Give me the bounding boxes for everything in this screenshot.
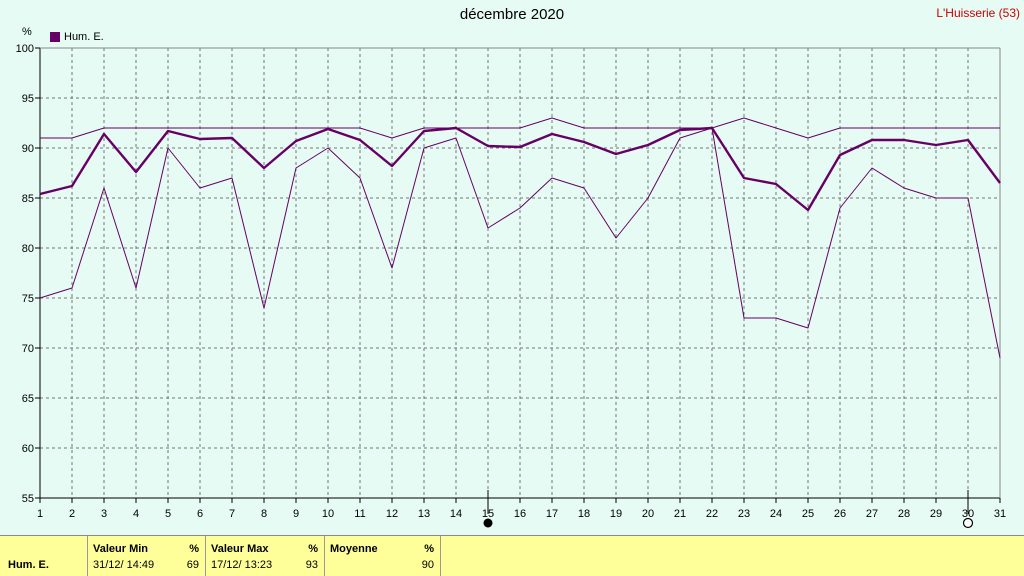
x-tick-label: 21	[674, 508, 686, 520]
x-tick-label: 9	[293, 508, 299, 520]
y-tick-label: 85	[22, 193, 34, 205]
x-tick-label: 11	[354, 508, 365, 520]
series-line-3	[39, 127, 1001, 359]
max-unit: %	[308, 543, 318, 555]
y-tick-label: 75	[22, 293, 34, 305]
footer-avg-cell: Moyenne % 90	[325, 536, 441, 576]
max-value: 93	[305, 559, 318, 571]
x-tick-label: 1	[37, 508, 43, 520]
y-tick-label: 60	[22, 443, 34, 455]
y-tick-label: 65	[22, 393, 34, 405]
footer-series-cell: Hum. E.	[0, 536, 88, 576]
min-value: 69	[186, 559, 199, 571]
stats-footer: Hum. E. Valeur Min % 31/12/ 14:49 69 Val…	[0, 535, 1024, 576]
x-tick-label: 13	[418, 508, 430, 520]
x-tick-label: 29	[930, 508, 942, 520]
grid	[40, 48, 1000, 498]
y-tick-label: 100	[16, 43, 34, 55]
x-tick-label: 26	[834, 508, 846, 520]
x-tick-label: 22	[706, 508, 718, 520]
x-tick-label: 14	[450, 508, 462, 520]
max-date: 17/12/ 13:23	[211, 559, 273, 571]
x-tick-label: 8	[261, 508, 267, 520]
station-label: L'Huisserie (53)	[936, 6, 1020, 20]
filled-day-marker	[483, 518, 493, 528]
x-tick-label: 31	[994, 508, 1006, 520]
legend-swatch	[50, 32, 60, 42]
x-tick-label: 6	[197, 508, 203, 520]
series-lines	[39, 117, 1001, 359]
x-tick-label: 16	[514, 508, 526, 520]
y-tick-label: 55	[22, 493, 34, 505]
x-tick-label: 12	[386, 508, 398, 520]
x-tick-label: 20	[642, 508, 654, 520]
avg-value: 90	[421, 559, 434, 571]
chart-title: décembre 2020	[459, 6, 565, 23]
y-tick-label: 80	[22, 243, 34, 255]
y-unit-label: %	[22, 26, 32, 38]
min-header: Valeur Min	[93, 543, 149, 555]
x-tick-label: 23	[738, 508, 750, 520]
x-tick-label: 17	[546, 508, 558, 520]
x-tick-label: 2	[69, 508, 75, 520]
y-tick-label: 90	[22, 143, 34, 155]
max-header: Valeur Max	[211, 543, 269, 555]
x-tick-label: 7	[229, 508, 235, 520]
x-tick-label: 10	[322, 508, 334, 520]
x-tick-label: 25	[802, 508, 814, 520]
x-tick-label: 18	[578, 508, 590, 520]
axes	[35, 47, 1001, 503]
x-tick-label: 19	[610, 508, 622, 520]
hollow-day-marker	[962, 517, 974, 529]
avg-header: Moyenne	[330, 543, 378, 555]
x-tick-label: 4	[133, 508, 139, 520]
legend: Hum. E.	[50, 31, 104, 43]
footer-min-cell: Valeur Min % 31/12/ 14:49 69	[88, 536, 206, 576]
legend-label: Hum. E.	[64, 31, 104, 43]
footer-max-cell: Valeur Max % 17/12/ 13:23 93	[206, 536, 325, 576]
avg-unit: %	[424, 543, 434, 555]
x-tick-label: 28	[898, 508, 910, 520]
x-tick-label: 24	[770, 508, 782, 520]
footer-series-label: Hum. E.	[8, 559, 49, 571]
x-tick-label: 5	[165, 508, 171, 520]
x-tick-label: 27	[866, 508, 878, 520]
y-tick-label: 95	[22, 93, 34, 105]
series-line-1	[40, 117, 1000, 139]
day-markers	[483, 490, 974, 529]
x-tick-label: 3	[101, 508, 107, 520]
min-unit: %	[189, 543, 199, 555]
series-line-2	[39, 126, 1001, 212]
y-tick-label: 70	[22, 343, 34, 355]
min-date: 31/12/ 14:49	[93, 559, 155, 571]
